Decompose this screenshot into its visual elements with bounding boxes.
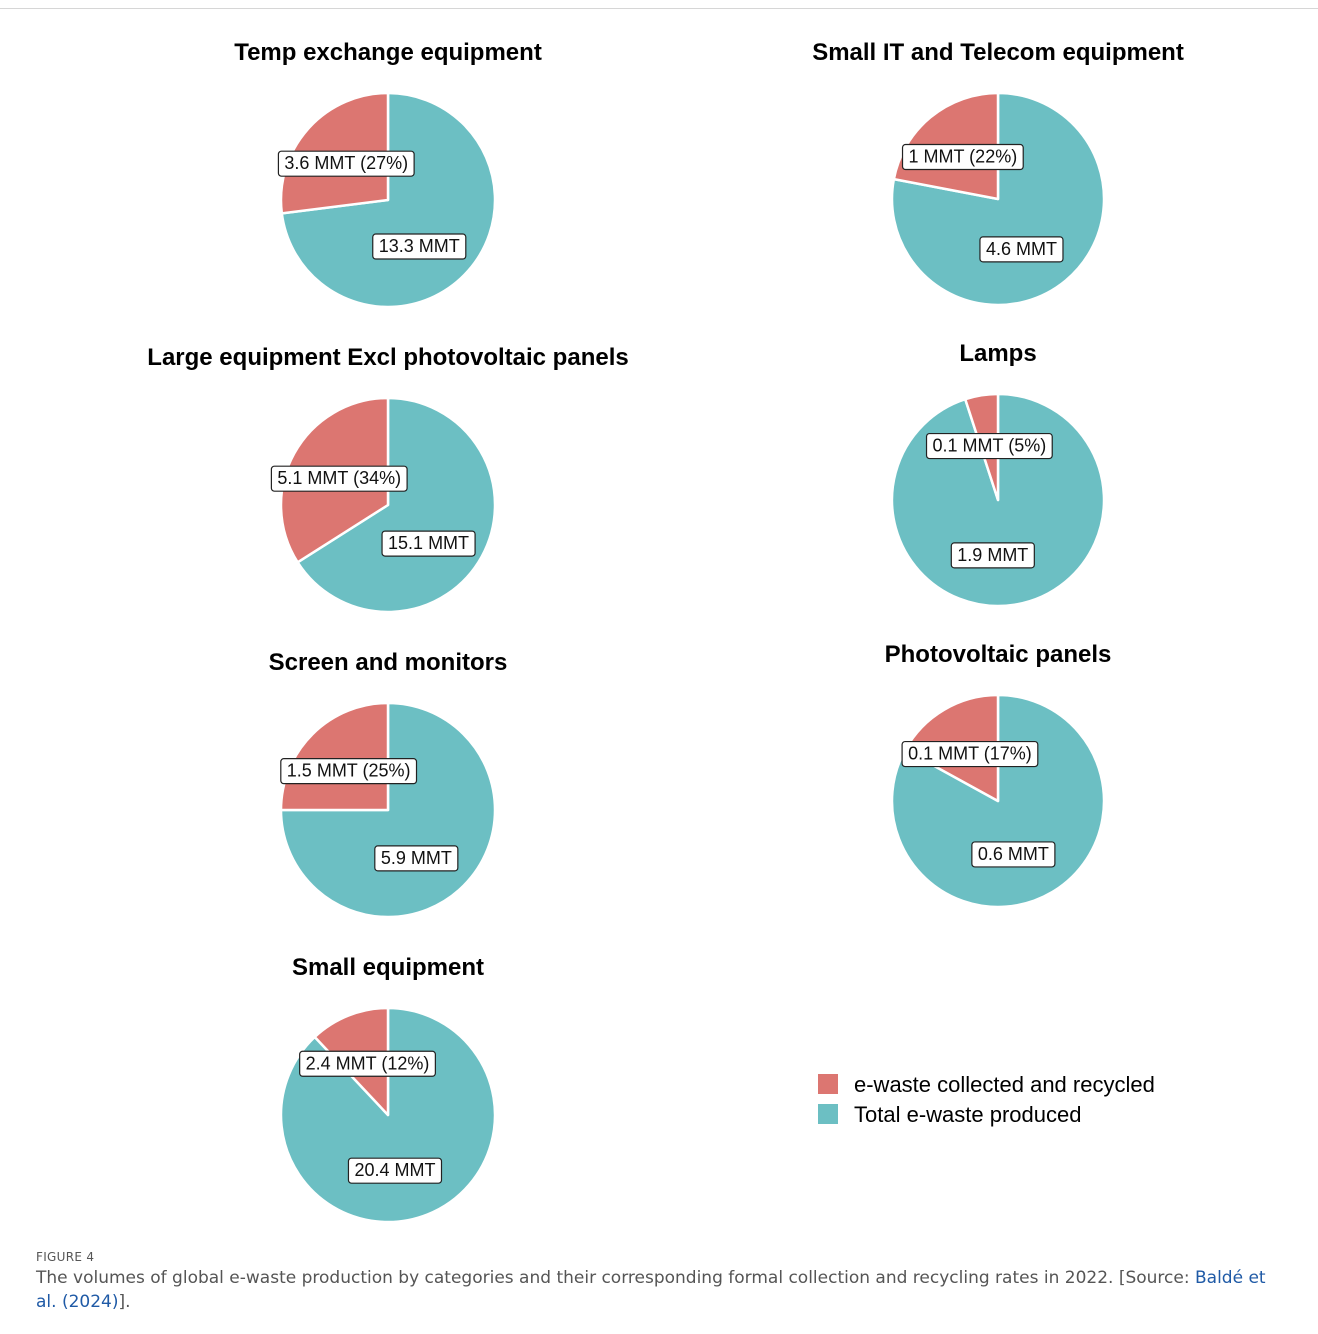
data-label-recycled: 2.4 MMT (12%)	[306, 1053, 430, 1073]
pie-title: Large equipment Excl photovoltaic panels	[147, 344, 628, 371]
pie-slice-total	[296, 396, 497, 614]
figure-caption: The volumes of global e-waste production…	[36, 1266, 1276, 1314]
data-label-recycled-box	[280, 758, 418, 785]
data-label-total: 4.6 MMT	[986, 239, 1057, 259]
pie-panel: Large equipment Excl photovoltaic panels…	[147, 344, 629, 614]
data-label-recycled: 0.1 MMT (17%)	[908, 744, 1032, 764]
pie-panel: Small equipment 20.4 MMT 2.4 MMT (12%)	[279, 954, 497, 1224]
data-label-total: 20.4 MMT	[354, 1160, 435, 1180]
data-label-total: 13.3 MMT	[379, 236, 460, 256]
data-label-recycled-box	[277, 150, 415, 177]
data-label-recycled-box	[901, 740, 1039, 768]
data-label-total-box	[971, 841, 1056, 868]
pie-chart-figure: Temp exchange equipment 13.3 MMT 3.6 MMT (…	[147, 39, 1184, 1224]
legend-label: e-waste collected and recycled	[854, 1072, 1155, 1097]
legend-swatch	[818, 1104, 838, 1124]
data-label-recycled-box	[925, 432, 1053, 460]
data-label-recycled: 5.1 MMT (34%)	[277, 468, 401, 488]
source-link[interactable]: Baldé et al. (2024)	[36, 1268, 1266, 1312]
pie-title: Screen and monitors	[269, 649, 508, 676]
data-label-total: 5.9 MMT	[381, 848, 452, 868]
data-label-recycled: 0.1 MMT (5%)	[933, 436, 1047, 456]
data-label-total-box	[950, 542, 1035, 569]
data-label-recycled-box	[299, 1050, 436, 1077]
data-label-total-box	[381, 530, 476, 557]
data-label-recycled-box	[270, 465, 408, 492]
data-label-total: 1.9 MMT	[957, 545, 1028, 565]
data-label-total: 0.6 MMT	[978, 844, 1049, 864]
pie-title: Temp exchange equipment	[234, 39, 542, 66]
pie-panel: Lamps 1.9 MMT 0.1 MMT (5%)	[890, 340, 1106, 608]
data-label-recycled: 1.5 MMT (25%)	[287, 761, 411, 781]
legend-label: Total e-waste produced	[854, 1102, 1081, 1127]
data-label-total-box	[372, 233, 467, 260]
data-label-total-box	[347, 1157, 443, 1184]
top-rule	[0, 8, 1318, 9]
legend-swatch	[818, 1074, 838, 1094]
pie-panel: Screen and monitors 5.9 MMT 1.5 MMT (25%)	[269, 649, 508, 919]
pie-title: Small equipment	[292, 954, 484, 981]
pie-panel: Small IT and Telecom equipment 4.6 MMT 1 M…	[812, 39, 1184, 307]
data-label-total-box	[374, 845, 459, 872]
data-label-total: 15.1 MMT	[388, 533, 469, 553]
pie-panel: Temp exchange equipment 13.3 MMT 3.6 MMT (…	[234, 39, 542, 309]
pie-title: Small IT and Telecom equipment	[812, 39, 1184, 66]
pie-slice-recycled	[279, 701, 390, 812]
data-label-recycled-box	[901, 143, 1024, 171]
pie-title: Lamps	[959, 340, 1036, 367]
caption-text-end: ].	[118, 1292, 131, 1312]
figure-label: FIGURE 4	[36, 1250, 95, 1264]
data-label-total-box	[979, 236, 1064, 263]
pie-title: Photovoltaic panels	[885, 641, 1112, 668]
data-label-recycled: 3.6 MMT (27%)	[284, 153, 408, 173]
legend: e-waste collected and recycled Total e-wa…	[818, 1072, 1155, 1127]
data-label-recycled: 1 MMT (22%)	[909, 147, 1018, 167]
caption-text: The volumes of global e-waste production…	[36, 1268, 1195, 1288]
pie-panel: Photovoltaic panels 0.6 MMT 0.1 MMT (17%)	[885, 641, 1112, 909]
